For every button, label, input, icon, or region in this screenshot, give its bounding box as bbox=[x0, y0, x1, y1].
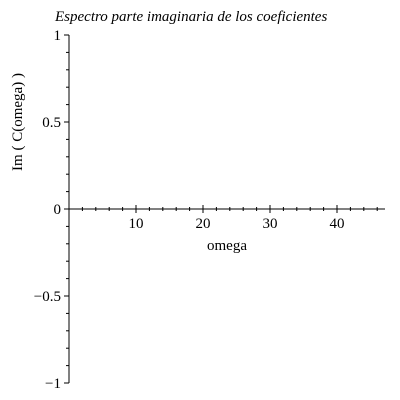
x-tick-label: 20 bbox=[196, 216, 211, 232]
x-axis-label: omega bbox=[207, 238, 247, 254]
y-tick-label: −0.5 bbox=[34, 289, 61, 305]
y-ticks: 1 0.5 0 −0.5 −1 bbox=[34, 28, 69, 392]
y-tick-label: 0.5 bbox=[42, 115, 61, 131]
y-axis-label: Im ( C(omega) ) bbox=[10, 73, 26, 171]
chart-title: Espectro parte imaginaria de los coefici… bbox=[54, 9, 327, 25]
x-tick-label: 10 bbox=[129, 216, 144, 232]
x-tick-label: 30 bbox=[263, 216, 278, 232]
y-tick-label: 0 bbox=[54, 202, 62, 218]
x-tick-label: 40 bbox=[330, 216, 345, 232]
y-tick-label: 1 bbox=[54, 28, 62, 44]
y-tick-label: −1 bbox=[45, 376, 61, 392]
